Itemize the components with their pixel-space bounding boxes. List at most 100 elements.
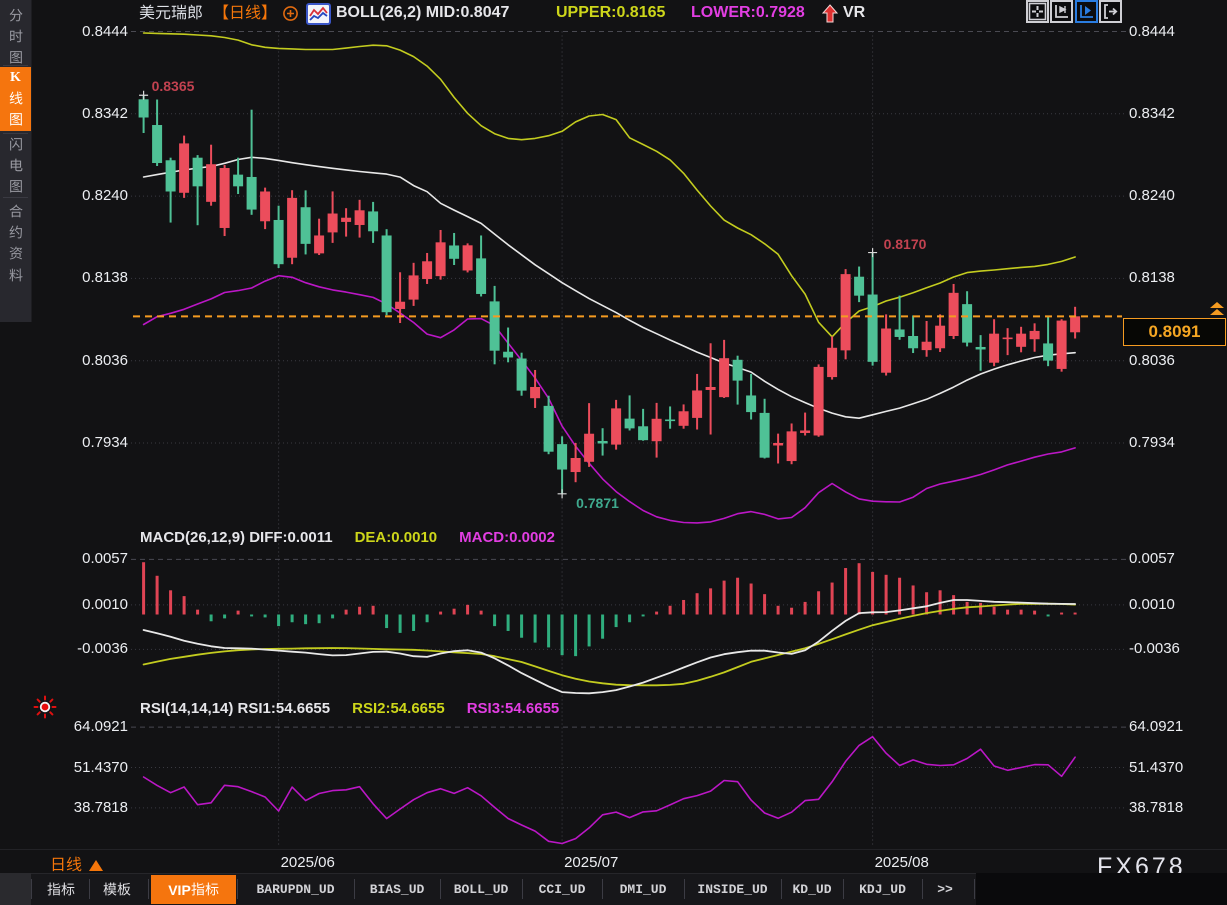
sidebar-tab-4[interactable]	[0, 201, 31, 284]
macd-histogram-bar	[331, 614, 335, 619]
sidebar-separator	[3, 133, 28, 134]
candle-body	[827, 347, 838, 378]
price-axis-label-left: 0.8036	[82, 351, 128, 369]
sidebar-separator	[3, 65, 28, 66]
macd-histogram-bar	[155, 575, 159, 615]
rsi-axis-label-right: 38.7818	[1129, 798, 1184, 816]
macd-dea-value: DEA:0.0010	[354, 529, 438, 546]
price-axis-label-right: 0.8342	[1129, 104, 1175, 122]
macd-histogram-bar	[1006, 609, 1010, 615]
candle-body	[759, 412, 770, 458]
price-axis-label-right: 0.8138	[1129, 269, 1175, 287]
macd-axis-label-left: 0.0057	[82, 550, 128, 568]
tab-separator	[440, 879, 441, 899]
macd-histogram-bar	[209, 614, 213, 622]
candle-body	[219, 168, 230, 228]
add-indicator-icon[interactable]	[283, 6, 298, 21]
candle-wick	[912, 315, 915, 354]
bottom-tab-dmi_ud[interactable]: DMI_UD	[619, 882, 667, 897]
candle-body	[786, 431, 797, 462]
candle-body	[192, 157, 203, 187]
candle-body	[1043, 343, 1054, 361]
sidebar-tab-2[interactable]: K	[0, 67, 31, 131]
macd-histogram-bar	[1019, 609, 1023, 615]
bottom-tab-kd_ud[interactable]: KD_UD	[792, 882, 832, 897]
candle-body	[1056, 320, 1067, 369]
bottom-tab-label	[46, 882, 75, 898]
macd-histogram-bar	[614, 614, 618, 628]
candle-body	[908, 336, 919, 349]
candle-body	[948, 292, 959, 337]
sidebar: K	[0, 0, 32, 322]
macd-axis-label-left: 0.0010	[82, 595, 128, 613]
bottom-tab-boll_ud[interactable]: BOLL_UD	[453, 882, 509, 897]
toolbar-button-pane-exit-right[interactable]	[1098, 0, 1122, 23]
bottom-tab-vip-[interactable]: VIP	[151, 875, 236, 904]
macd-histogram-bar	[412, 614, 416, 631]
sidebar-tab-1[interactable]	[0, 5, 31, 65]
tab-bar-corner	[0, 873, 31, 905]
toolbar-button-axis-zoom-play[interactable]	[1074, 0, 1098, 23]
bottom-tab--[interactable]: >>	[937, 882, 953, 897]
macd-histogram-bar	[992, 606, 996, 615]
candle-wick	[925, 320, 928, 357]
candle-body	[179, 143, 190, 193]
bottom-tab-barupdn_ud[interactable]: BARUPDN_UD	[256, 882, 335, 897]
bottom-tab-cci_ud[interactable]: CCI_UD	[538, 882, 586, 897]
symbol-title	[139, 4, 203, 23]
macd-histogram-bar	[736, 577, 740, 615]
candle-body	[422, 261, 433, 280]
bottom-tab-inside_ud[interactable]: INSIDE_UD	[697, 882, 768, 897]
rsi-panel-header: RSI(14,14,14) RSI1:54.6655 RSI2:54.6655 …	[140, 700, 559, 717]
period-footer-text	[50, 856, 82, 875]
macd-histogram-bar	[344, 609, 348, 615]
time-axis-label: 2025/07	[564, 854, 619, 871]
chart-type-icon[interactable]	[306, 3, 331, 26]
macd-histogram-bar	[817, 591, 821, 615]
bottom-tab-kdj_ud[interactable]: KDJ_UD	[859, 882, 906, 897]
period-footer-label[interactable]	[50, 856, 103, 875]
swing-high-label: 0.8170	[883, 235, 927, 252]
rsi-line	[142, 735, 1076, 845]
candle-wick	[777, 433, 780, 464]
macd-histogram-bar	[925, 592, 929, 615]
candle-body	[975, 346, 986, 350]
bottom-tab-label: VIP	[168, 882, 219, 898]
macd-histogram-bar	[790, 607, 794, 615]
candle-wick	[669, 406, 672, 429]
rsi-axis-label-left: 51.4370	[73, 758, 128, 776]
candle-body	[854, 276, 865, 296]
high-price-label: 0.8365	[151, 78, 195, 95]
toolbar-button-axis-zoom-left[interactable]	[1050, 0, 1074, 23]
candle-wick	[628, 395, 631, 431]
sidebar-tab-3[interactable]	[0, 134, 31, 197]
price-axis-label-left: 0.8444	[82, 22, 128, 40]
candle-body	[327, 213, 338, 233]
macd-histogram-bar	[884, 574, 888, 615]
bottom-tab-bias_ud[interactable]: BIAS_UD	[369, 882, 425, 897]
macd-histogram-bar	[803, 601, 807, 615]
candle-body	[1002, 337, 1013, 340]
toolbar-button-crosshair-move[interactable]	[1026, 0, 1049, 23]
low-price-label: 0.7871	[576, 494, 619, 511]
candle-wick	[898, 295, 901, 340]
candle-body	[1016, 333, 1027, 347]
macd-histogram-bar	[196, 609, 200, 615]
rsi-axis-label-left: 38.7818	[73, 798, 128, 816]
candle-body	[732, 359, 743, 381]
macd-histogram-bar	[682, 599, 686, 615]
price-axis-label-right: 0.7934	[1129, 433, 1175, 451]
candle-body	[300, 207, 311, 244]
macd-title: MACD(26,12,9) DIFF:0.0011	[140, 529, 333, 546]
up-arrow-icon	[822, 4, 838, 23]
bottom-tab--[interactable]	[89, 874, 145, 905]
macd-histogram-bar	[182, 596, 186, 615]
alert-dot-icon[interactable]	[33, 695, 57, 719]
bottom-tab--[interactable]	[33, 874, 88, 905]
macd-panel-header: MACD(26,12,9) DIFF:0.0011 DEA:0.0010 MAC…	[140, 529, 555, 546]
candle-body	[881, 328, 892, 373]
macd-histogram-bar	[223, 614, 227, 619]
macd-histogram-bar	[479, 610, 483, 615]
price-move-arrows-icon	[1210, 302, 1224, 316]
